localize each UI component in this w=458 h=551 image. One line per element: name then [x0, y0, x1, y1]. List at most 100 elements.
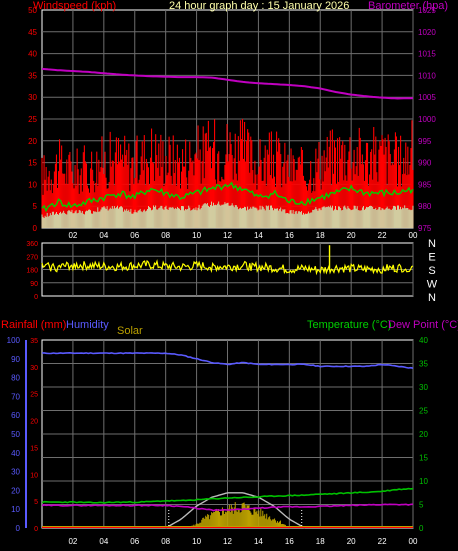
rain-x-tick-label: 08 — [161, 537, 170, 546]
rain-x-tick-label: 10 — [192, 537, 201, 546]
rainfall-legend: Rainfall (mm) — [1, 319, 66, 331]
rain-x-tick-label: 02 — [68, 537, 77, 546]
windspeed-tick-label: 25 — [28, 115, 37, 124]
compass-label-s: S — [428, 265, 435, 277]
wind-x-tick-label: 16 — [285, 231, 294, 240]
compass-label-e: E — [428, 252, 435, 264]
compass-label-n: N — [428, 238, 436, 250]
direction-tick-label: 0 — [34, 294, 38, 301]
rain-x-tick-label: 18 — [316, 537, 325, 546]
barometer-tick-label: 1005 — [418, 93, 436, 102]
windspeed-tick-label: 35 — [28, 71, 37, 80]
windspeed-tick-label: 20 — [28, 137, 37, 146]
wind-x-tick-label: 12 — [223, 231, 232, 240]
humidity-tick-label: 20 — [11, 486, 20, 495]
humidity-line — [41, 351, 414, 369]
direction-tick-label: 270 — [26, 254, 38, 261]
barometer-tick-label: 1010 — [418, 71, 436, 80]
temperature-tick-label: 5 — [419, 501, 424, 510]
wind-x-tick-label: 18 — [316, 231, 325, 240]
barometer-tick-label: 980 — [418, 202, 432, 211]
barometer-line — [41, 67, 414, 100]
temperature-tick-label: 15 — [419, 454, 428, 463]
wind-x-tick-label: 10 — [192, 231, 201, 240]
barometer-tick-label: 1025 — [418, 6, 436, 15]
humidity-tick-label: 100 — [7, 336, 21, 345]
barometer-axis-title: Barometer (hpa) — [368, 0, 448, 12]
windspeed-min-series — [41, 201, 414, 228]
humidity-tick-label: 30 — [11, 468, 20, 477]
page-title: 24 hour graph day : 15 January 2026 — [169, 0, 349, 12]
rain-x-tick-label: 16 — [285, 537, 294, 546]
windspeed-tick-label: 5 — [33, 202, 38, 211]
rain-x-tick-label: 20 — [347, 537, 356, 546]
temperature-tick-label: 40 — [419, 336, 428, 345]
wind-x-tick-label: 14 — [254, 231, 263, 240]
rainfall-tick-label: 30 — [30, 365, 38, 372]
rain-x-tick-label: 12 — [223, 537, 232, 546]
dewpoint-line — [41, 503, 414, 512]
temperature-legend: Temperature (°C) — [307, 319, 391, 331]
direction-tick-label: 180 — [26, 268, 38, 275]
rainfall-tick-label: 25 — [30, 392, 38, 399]
compass-label-n: N — [428, 292, 436, 304]
temperature-tick-label: 0 — [419, 524, 424, 533]
temperature-tick-label: 10 — [419, 477, 428, 486]
humidity-tick-label: 10 — [11, 505, 20, 514]
compass-label-w: W — [427, 279, 438, 291]
rain-x-tick-label: 00 — [409, 537, 418, 546]
wind-x-tick-label: 06 — [130, 231, 139, 240]
windspeed-axis-title: Windspeed (kph) — [33, 0, 116, 12]
solar-legend: Solar — [117, 325, 143, 337]
solar-series — [181, 502, 289, 528]
direction-tick-label: 90 — [30, 281, 38, 288]
rainfall-tick-label: 35 — [30, 338, 38, 345]
rainfall-tick-label: 15 — [30, 445, 38, 452]
wind-x-tick-label: 22 — [378, 231, 387, 240]
temperature-tick-label: 35 — [419, 360, 428, 369]
humidity-tick-label: 70 — [11, 392, 20, 401]
barometer-tick-label: 990 — [418, 159, 432, 168]
humidity-tick-label: 90 — [11, 355, 20, 364]
rainfall-tick-label: 10 — [30, 472, 38, 479]
humidity-tick-label: 60 — [11, 411, 20, 420]
barometer-tick-label: 975 — [418, 224, 432, 233]
rain-x-tick-label: 04 — [99, 537, 108, 546]
windspeed-tick-label: 45 — [28, 28, 37, 37]
windspeed-tick-label: 10 — [28, 180, 37, 189]
barometer-tick-label: 1000 — [418, 115, 436, 124]
humidity-tick-label: 50 — [11, 430, 20, 439]
temperature-tick-label: 30 — [419, 383, 428, 392]
humidity-legend: Humidity — [66, 319, 109, 331]
rainfall-tick-label: 0 — [34, 526, 38, 533]
windspeed-tick-label: 15 — [28, 159, 37, 168]
windspeed-tick-label: 40 — [28, 50, 37, 59]
rainfall-tick-label: 5 — [34, 499, 38, 506]
direction-tick-label: 360 — [26, 241, 38, 248]
barometer-tick-label: 995 — [418, 137, 432, 146]
wind-x-tick-label: 02 — [68, 231, 77, 240]
solar-max-curve — [165, 492, 306, 529]
wind-x-tick-label: 04 — [99, 231, 108, 240]
humidity-tick-label: 40 — [11, 449, 20, 458]
windspeed-avg-line — [41, 181, 414, 213]
barometer-tick-label: 1020 — [418, 28, 436, 37]
dewpoint-legend: Dew Point (°C) — [388, 319, 458, 331]
windspeed-tick-label: 30 — [28, 93, 37, 102]
humidity-tick-label: 0 — [16, 524, 21, 533]
rain-x-tick-label: 14 — [254, 537, 263, 546]
temperature-tick-label: 25 — [419, 407, 428, 416]
barometer-tick-label: 1015 — [418, 50, 436, 59]
rain-x-tick-label: 22 — [378, 537, 387, 546]
rainfall-tick-label: 20 — [30, 419, 38, 426]
temperature-line — [41, 487, 414, 504]
wind-x-tick-label: 20 — [347, 231, 356, 240]
windspeed-tick-label: 0 — [33, 224, 38, 233]
barometer-tick-label: 985 — [418, 180, 432, 189]
humidity-tick-label: 80 — [11, 374, 20, 383]
rain-x-tick-label: 06 — [130, 537, 139, 546]
temperature-tick-label: 20 — [419, 430, 428, 439]
windspeed-tick-label: 50 — [28, 6, 37, 15]
wind-x-tick-label: 08 — [161, 231, 170, 240]
